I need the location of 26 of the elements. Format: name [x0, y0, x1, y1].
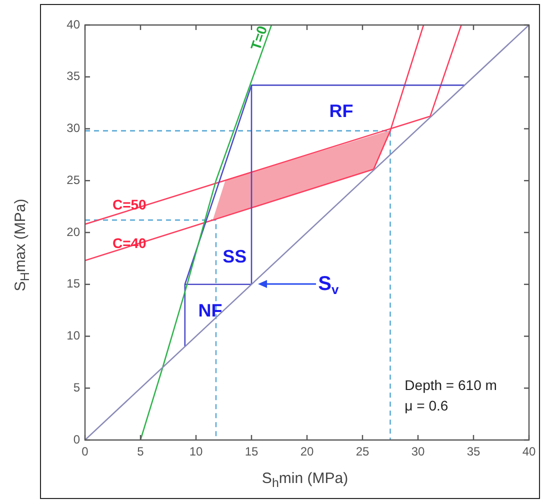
x-tick-label: 35 — [466, 444, 480, 459]
x-tick-label: 25 — [356, 444, 370, 459]
y-tick-label: 25 — [66, 172, 80, 187]
y-tick-label: 15 — [66, 276, 80, 291]
y-tick-label: 30 — [66, 121, 80, 136]
x-tick-label: 10 — [189, 444, 203, 459]
annotation: C=40 — [112, 234, 147, 251]
annotation: Depth = 610 m — [404, 376, 497, 393]
x-tick-label: 5 — [137, 444, 144, 459]
annotation: SS — [222, 246, 247, 266]
annotation: C=50 — [112, 196, 147, 212]
x-tick-label: 20 — [300, 444, 314, 459]
x-tick-label: 40 — [522, 444, 536, 459]
annotation: NF — [198, 300, 222, 320]
x-tick-label: 15 — [244, 444, 258, 459]
y-tick-label: 35 — [66, 69, 80, 84]
y-tick-label: 10 — [66, 328, 80, 343]
y-tick-label: 40 — [66, 17, 80, 32]
annotation: RF — [329, 101, 354, 122]
y-tick-label: 20 — [66, 224, 80, 239]
annotation: T=0 — [247, 24, 270, 52]
y-tick-label: 0 — [73, 432, 80, 446]
x-tick-label: 30 — [411, 444, 425, 459]
x-axis-title: S$_{h}$min (MPa) — [262, 470, 348, 490]
y-tick-label: 5 — [73, 380, 80, 394]
annotation: μ = 0.6 — [404, 398, 448, 414]
